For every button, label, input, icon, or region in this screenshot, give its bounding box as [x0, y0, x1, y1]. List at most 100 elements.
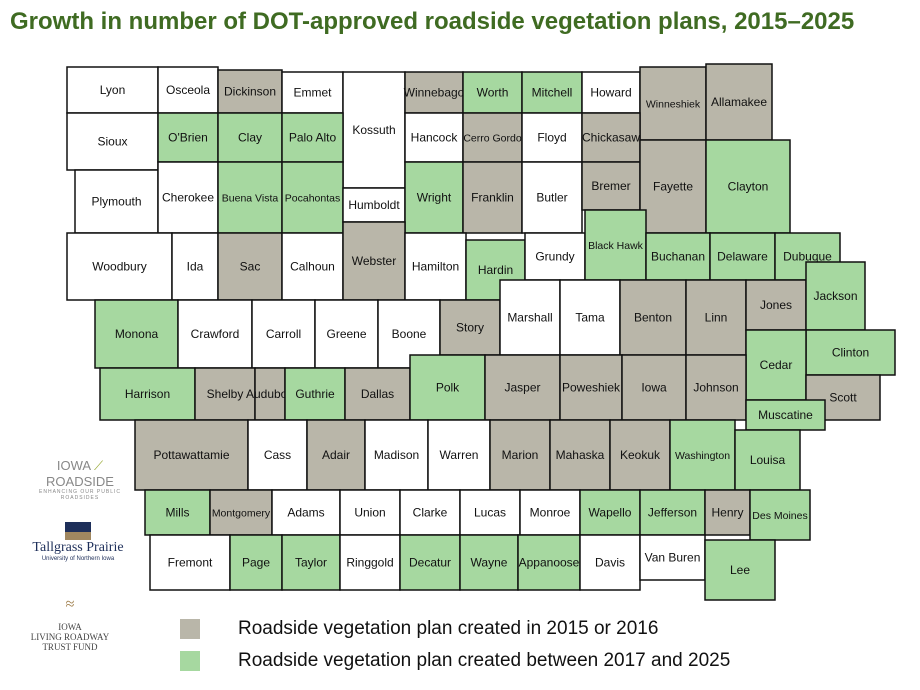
map-title: Growth in number of DOT-approved roadsid… [10, 8, 855, 35]
county-greene: Greene [314, 299, 379, 369]
county-shape [144, 489, 211, 536]
legend-item-gray: Roadside vegetation plan created in 2015… [180, 618, 658, 640]
county-label: Cass [264, 448, 291, 462]
county-lyon: Lyon [66, 66, 159, 114]
county-mitchell: Mitchell [521, 71, 583, 114]
county-label: Fremont [168, 556, 213, 570]
county-shape [745, 279, 807, 331]
county-label: Pocahontas [285, 193, 340, 205]
county-dallas: Dallas [344, 367, 411, 421]
county-hancock: Hancock [404, 112, 464, 163]
county-marion: Marion [489, 419, 551, 491]
county-shape [217, 161, 283, 234]
county-jones: Jones [745, 279, 807, 331]
county-shape [229, 534, 283, 591]
county-page: Page [229, 534, 283, 591]
county-woodbury: Woodbury [66, 232, 173, 301]
county-appanoose: Appanoose [517, 534, 581, 591]
county-label: Monroe [530, 506, 571, 520]
county-label: Wright [417, 191, 452, 205]
county-madison: Madison [364, 419, 429, 491]
county-label: Calhoun [290, 260, 335, 274]
county-shape [621, 354, 687, 421]
county-shape [217, 69, 283, 114]
county-label: Palo Alto [289, 131, 337, 145]
county-calhoun: Calhoun [281, 232, 344, 301]
county-union: Union [339, 489, 401, 536]
county-guthrie: Guthrie [284, 367, 346, 421]
legend-swatch-gray [180, 619, 200, 639]
county-label: Benton [634, 311, 672, 325]
county-shape [521, 112, 583, 163]
county-tama: Tama [559, 279, 621, 356]
county-label: Jasper [504, 381, 540, 395]
county-shape [399, 534, 461, 591]
county-jackson: Jackson [805, 261, 866, 331]
county-label: Emmet [293, 86, 332, 100]
county-wapello: Wapello [579, 489, 641, 536]
county-shape [281, 161, 344, 234]
county-label: Davis [595, 556, 625, 570]
county-label: Lyon [100, 83, 126, 97]
county-label: Tama [575, 311, 605, 325]
county-label: Polk [436, 381, 460, 395]
county-des-moines: Des Moines [749, 489, 811, 541]
county-label: Muscatine [758, 408, 813, 422]
county-mahaska: Mahaska [549, 419, 611, 491]
county-shape [66, 112, 159, 171]
county-monroe: Monroe [519, 489, 581, 536]
county-label: Woodbury [92, 260, 146, 274]
county-shape [217, 112, 283, 163]
county-label: Carroll [266, 327, 301, 341]
county-label: Howard [590, 86, 631, 100]
county-label: Ida [187, 260, 204, 274]
county-label: Clayton [728, 180, 769, 194]
county-label: Clay [238, 131, 262, 145]
county-poweshiek: Poweshiek [559, 354, 623, 421]
county-shape [459, 489, 521, 536]
county-marshall: Marshall [499, 279, 561, 356]
county-linn: Linn [685, 279, 747, 356]
county-label: Franklin [471, 191, 514, 205]
county-label: Clarke [413, 506, 448, 520]
county-label: Lucas [474, 506, 506, 520]
county-label: Iowa [641, 381, 667, 395]
county-shape [284, 367, 346, 421]
county-mills: Mills [144, 489, 211, 536]
county-dickinson: Dickinson [217, 69, 283, 114]
county-adair: Adair [306, 419, 366, 491]
county-adams: Adams [271, 489, 341, 536]
county-label: Adair [322, 448, 350, 462]
county-label: O'Brien [168, 131, 208, 145]
county-kossuth: Kossuth [342, 71, 406, 189]
county-shape [462, 161, 523, 234]
county-label: Ringgold [346, 556, 393, 570]
county-label: Jones [760, 298, 792, 312]
county-jasper: Jasper [484, 354, 561, 421]
county-shape [339, 534, 401, 591]
county-label: Osceola [166, 83, 210, 97]
iowa-roadside-logo: IOWA ⟋ ROADSIDE ENHANCING OUR PUBLIC ROAD… [39, 458, 121, 501]
county-clarke: Clarke [399, 489, 461, 536]
county-decatur: Decatur [399, 534, 461, 591]
county-label: Hamilton [412, 260, 459, 274]
county-henry: Henry [704, 489, 751, 536]
county-allamakee: Allamakee [705, 63, 773, 141]
tallgrass-prairie-logo: Tallgrass Prairie University of Northern… [28, 522, 128, 562]
county-label: Poweshiek [562, 381, 621, 395]
county-shape [805, 261, 866, 331]
legend-label: Roadside vegetation plan created between… [238, 650, 731, 671]
county-shape [559, 354, 623, 421]
county-osceola: Osceola [157, 66, 219, 114]
county-label: Buena Vista [222, 193, 279, 205]
living-roadway-trust-fund-logo: ≈ IOWA LIVING ROADWAY TRUST FUND [30, 596, 110, 653]
county-cedar: Cedar [745, 329, 807, 401]
county-buchanan: Buchanan [645, 232, 711, 281]
county-delaware: Delaware [709, 232, 776, 281]
county-label: Appanoose [519, 556, 580, 570]
county-shape [581, 71, 641, 114]
county-label: Warren [440, 448, 479, 462]
county-label: Winnebago [404, 86, 465, 100]
county-shape [439, 299, 501, 356]
county-label: Page [242, 556, 270, 570]
